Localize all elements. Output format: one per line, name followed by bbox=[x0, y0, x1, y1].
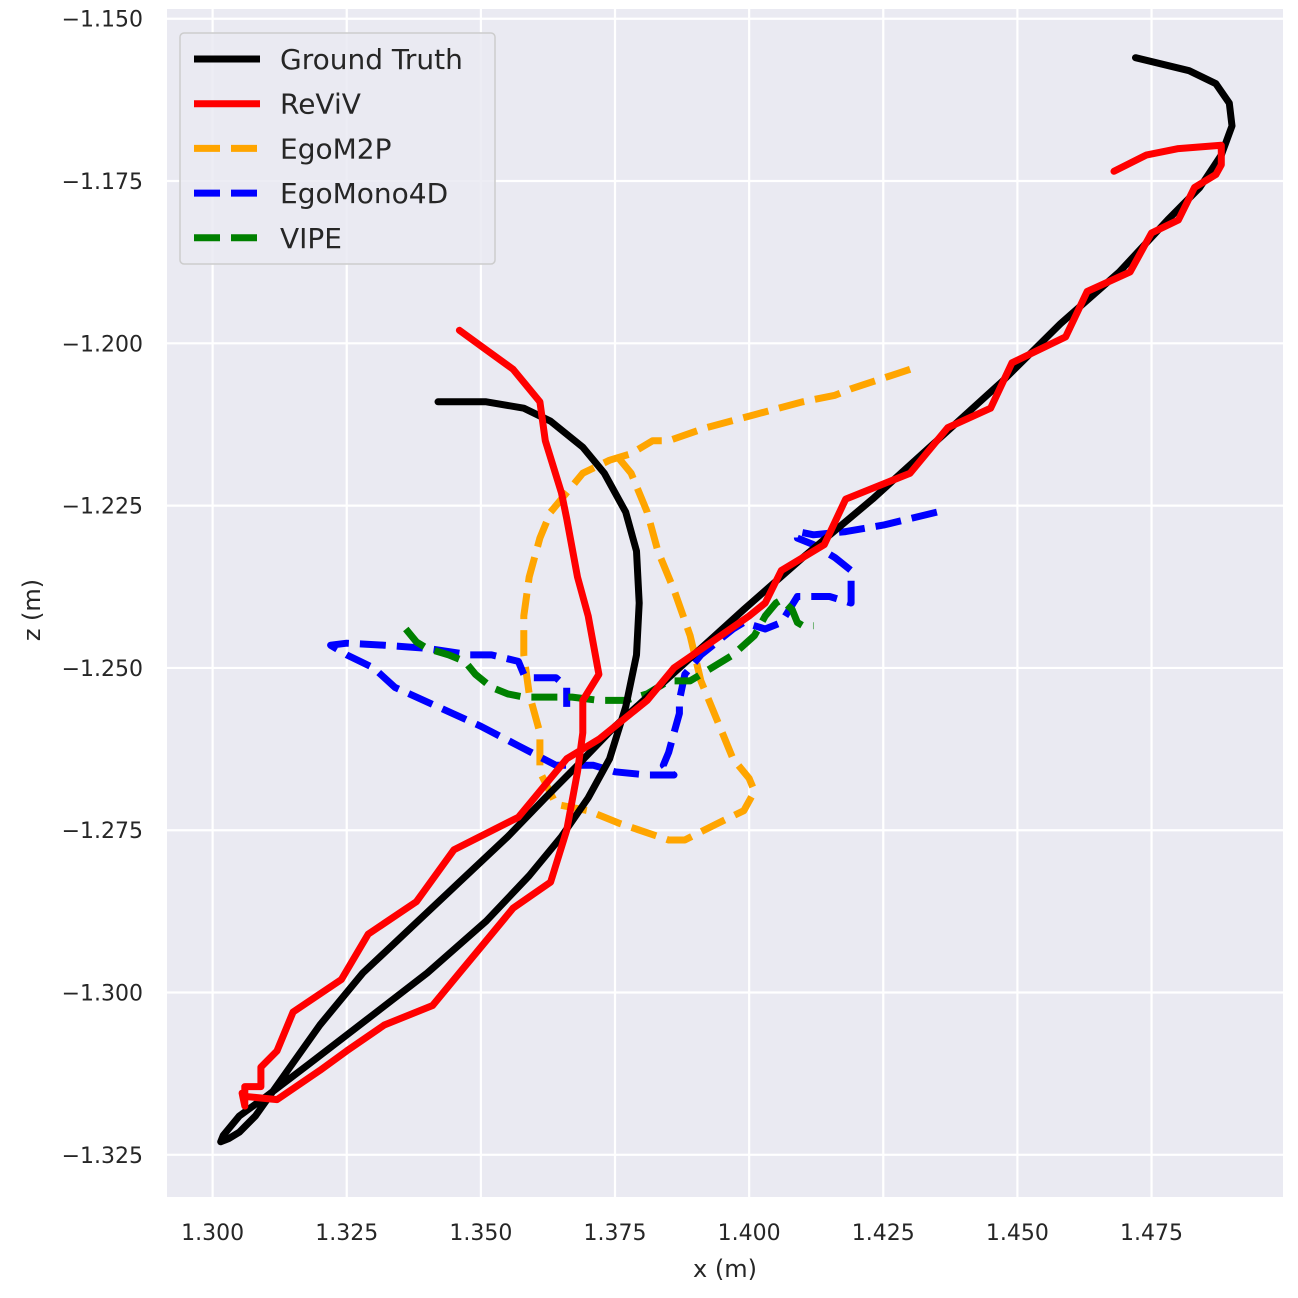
x-tick-label: 1.475 bbox=[1120, 1221, 1183, 1246]
y-tick-labels: −1.150 −1.175 −1.200 −1.225 −1.250 −1.275 −1.3… bbox=[62, 8, 143, 1169]
x-tick-label: 1.325 bbox=[315, 1221, 378, 1246]
series-line-reviv bbox=[238, 141, 1225, 1110]
y-tick-label: −1.275 bbox=[62, 819, 143, 844]
x-tick-label: 1.300 bbox=[181, 1221, 244, 1246]
series-line-egom2p bbox=[520, 365, 912, 844]
y-tick-label: −1.300 bbox=[62, 982, 143, 1007]
y-tick-label: −1.200 bbox=[62, 332, 143, 357]
x-tick-label: 1.400 bbox=[718, 1221, 781, 1246]
legend-label: EgoMono4D bbox=[280, 177, 448, 210]
y-axis-label: z (m) bbox=[18, 579, 46, 641]
x-tick-labels: 1.300 1.325 1.350 1.375 1.400 1.425 1.450 1.475 bbox=[181, 1221, 1183, 1246]
legend-label: ReViV bbox=[280, 88, 361, 121]
x-tick-label: 1.425 bbox=[852, 1221, 915, 1246]
y-tick-label: −1.150 bbox=[62, 8, 143, 33]
x-tick-label: 1.350 bbox=[449, 1221, 512, 1246]
legend-label: VIPE bbox=[280, 222, 342, 255]
legend: Ground Truth ReViV EgoM2P EgoMono4D VIPE bbox=[179, 32, 496, 265]
series-line-ground-truth bbox=[217, 54, 1236, 1146]
series-layer bbox=[217, 54, 1236, 1146]
legend-label: Ground Truth bbox=[280, 43, 463, 76]
legend-label: EgoM2P bbox=[280, 132, 391, 165]
y-tick-label: −1.175 bbox=[62, 170, 143, 195]
x-axis-label: x (m) bbox=[693, 1255, 757, 1283]
y-tick-label: −1.325 bbox=[62, 1144, 143, 1169]
y-tick-label: −1.250 bbox=[62, 657, 143, 682]
y-tick-label: −1.225 bbox=[62, 495, 143, 520]
x-tick-label: 1.450 bbox=[986, 1221, 1049, 1246]
legend-box bbox=[179, 32, 496, 265]
x-tick-label: 1.375 bbox=[584, 1221, 647, 1246]
